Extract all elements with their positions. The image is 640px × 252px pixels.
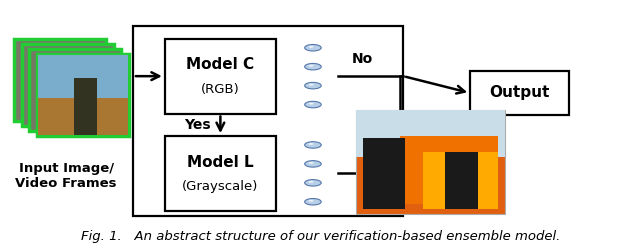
FancyBboxPatch shape <box>401 136 497 204</box>
FancyBboxPatch shape <box>29 49 122 131</box>
Circle shape <box>305 161 321 167</box>
FancyBboxPatch shape <box>470 71 569 115</box>
Text: (Grayscale): (Grayscale) <box>182 180 259 193</box>
FancyBboxPatch shape <box>356 110 505 214</box>
FancyBboxPatch shape <box>38 55 128 99</box>
FancyBboxPatch shape <box>37 54 129 136</box>
FancyBboxPatch shape <box>363 138 405 209</box>
Circle shape <box>305 64 321 70</box>
Text: Output: Output <box>489 85 550 101</box>
Circle shape <box>305 142 321 148</box>
FancyBboxPatch shape <box>38 99 128 136</box>
Circle shape <box>308 65 314 67</box>
FancyBboxPatch shape <box>445 152 478 209</box>
Circle shape <box>308 143 314 145</box>
Circle shape <box>305 45 321 51</box>
FancyBboxPatch shape <box>14 39 106 121</box>
Circle shape <box>305 180 321 186</box>
FancyBboxPatch shape <box>22 44 114 126</box>
Circle shape <box>308 46 314 48</box>
Text: Fig. 1.   An abstract structure of our verification-based ensemble model.: Fig. 1. An abstract structure of our ver… <box>81 230 560 243</box>
FancyBboxPatch shape <box>133 26 403 216</box>
Text: (RGB): (RGB) <box>201 83 240 96</box>
Circle shape <box>305 101 321 108</box>
Circle shape <box>308 162 314 164</box>
Text: No: No <box>352 52 373 66</box>
Circle shape <box>305 199 321 205</box>
FancyBboxPatch shape <box>164 136 276 211</box>
Text: Model L: Model L <box>187 155 253 170</box>
FancyBboxPatch shape <box>164 39 276 114</box>
FancyBboxPatch shape <box>356 110 505 157</box>
Circle shape <box>308 84 314 86</box>
FancyBboxPatch shape <box>74 78 97 136</box>
Text: Input Image/
Video Frames: Input Image/ Video Frames <box>15 162 117 190</box>
Circle shape <box>308 200 314 202</box>
Circle shape <box>305 82 321 89</box>
Circle shape <box>308 181 314 183</box>
Text: Model C: Model C <box>186 57 255 72</box>
Text: Yes: Yes <box>184 118 211 132</box>
FancyBboxPatch shape <box>423 152 497 209</box>
Circle shape <box>308 103 314 105</box>
